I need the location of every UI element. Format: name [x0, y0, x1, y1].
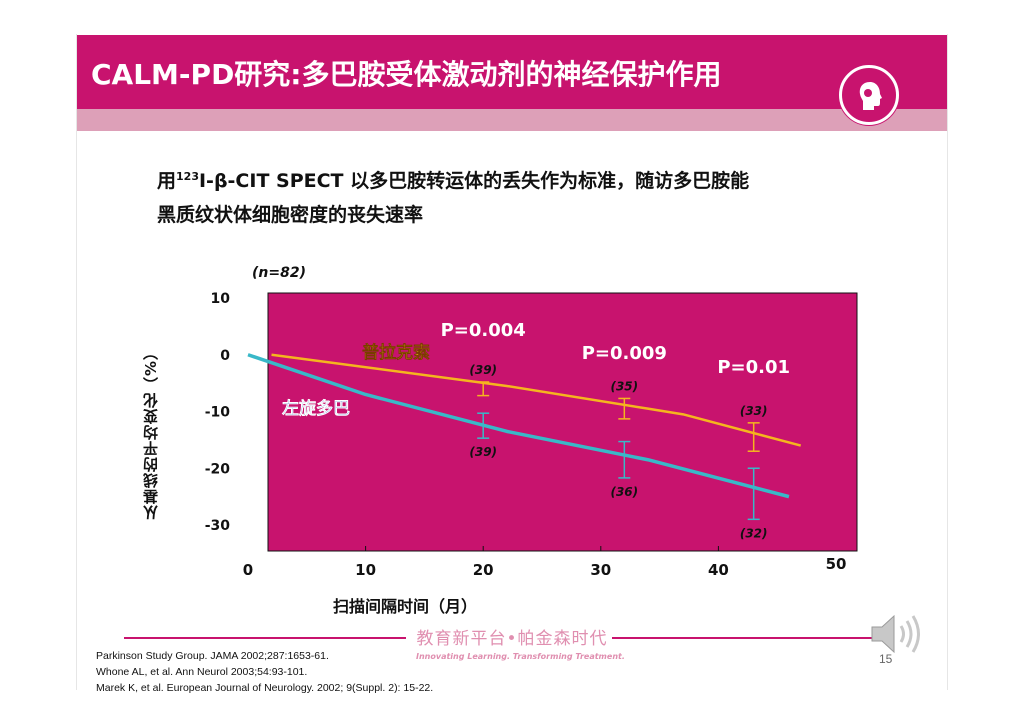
subtitle-prefix: 用: [157, 170, 177, 192]
x-tick-label: 20: [473, 561, 494, 579]
sample-size-label: (33): [740, 404, 768, 418]
page-number: 15: [879, 652, 893, 666]
x-tick-label: 10: [355, 561, 376, 579]
reference-2: Whone AL, et al. Ann Neurol 2003;54:93-1…: [96, 666, 308, 678]
footer-logo: 教育新平台•帕金森时代 Innovating Learning. Transfo…: [416, 624, 625, 661]
footer-logo-cn: 教育新平台•帕金森时代: [416, 629, 608, 649]
slide-frame: [76, 34, 948, 690]
y-axis-title-text: 从基线的平均变化（%）: [142, 344, 160, 521]
reference-1: Parkinson Study Group. JAMA 2002;287:165…: [96, 650, 329, 662]
speaker-icon[interactable]: [868, 610, 928, 662]
legend-label-levodopa: 左旋多巴: [282, 398, 350, 419]
footer-divider-left: [124, 637, 406, 639]
series-line: [271, 353, 802, 447]
subtitle: 用123I-β-CIT SPECT 以多巴胺转运体的丢失作为标准，随访多巴胺能 …: [157, 160, 877, 232]
x-tick-label: 50: [826, 555, 847, 573]
y-tick-label: -20: [205, 461, 231, 477]
sample-size-label: (39): [469, 363, 497, 377]
y-tick-label: -30: [205, 518, 231, 534]
x-tick-label: 40: [708, 561, 729, 579]
y-axis-title: 从基线的平均变化（%）: [140, 344, 168, 522]
speaker-glyph: [871, 614, 920, 654]
sample-size-label: (36): [610, 485, 638, 499]
sample-size-label: (32): [740, 526, 768, 540]
subtitle-line-1-rest: 以多巴胺转运体的丢失作为标准，随访多巴胺能: [343, 170, 750, 192]
head-profile-icon: [839, 65, 899, 125]
series-line: [247, 353, 790, 499]
plot-area: [267, 292, 858, 552]
subtitle-tracer: I-β-CIT SPECT: [198, 170, 344, 192]
sample-size-label: (35): [610, 379, 638, 393]
subtitle-line-2: 黑质纹状体细胞密度的丧失速率: [157, 204, 424, 226]
x-tick-label: 0: [243, 561, 253, 579]
y-tick-label: 10: [211, 291, 231, 307]
p-value-label: P=0.004: [441, 320, 526, 341]
reference-3: Marek K, et al. European Journal of Neur…: [96, 682, 434, 694]
title-sub-bar: [77, 109, 947, 131]
footer-logo-en: Innovating Learning. Transforming Treatm…: [416, 652, 625, 661]
n-label: (n=82): [252, 265, 306, 281]
subtitle-superscript: 123: [176, 170, 199, 183]
legend-label-pramipexole: 普拉克索: [362, 342, 430, 363]
y-tick-label: -10: [205, 405, 231, 421]
head-profile-glyph: [859, 82, 882, 110]
references: Parkinson Study Group. JAMA 2002;287:165…: [96, 648, 433, 696]
p-value-label: P=0.01: [717, 357, 790, 378]
x-axis-title: 扫描间隔时间（月）: [333, 597, 478, 616]
page-title: CALM-PD研究:多巴胺受体激动剂的神经保护作用: [91, 58, 722, 91]
x-tick-label: 30: [590, 561, 611, 579]
subtitle-line-1: 用123I-β-CIT SPECT 以多巴胺转运体的丢失作为标准，随访多巴胺能: [157, 160, 877, 198]
chart-root: (n=82) 10 0 -10 -20 -30 0 10 20 30 40 50 (39) (35) (33…: [205, 265, 858, 579]
title-bar: CALM-PD研究:多巴胺受体激动剂的神经保护作用: [77, 35, 947, 109]
p-value-label: P=0.009: [582, 343, 667, 364]
y-tick-label: 0: [220, 348, 230, 364]
footer-divider-right: [612, 637, 884, 639]
sample-size-label: (39): [469, 445, 497, 459]
